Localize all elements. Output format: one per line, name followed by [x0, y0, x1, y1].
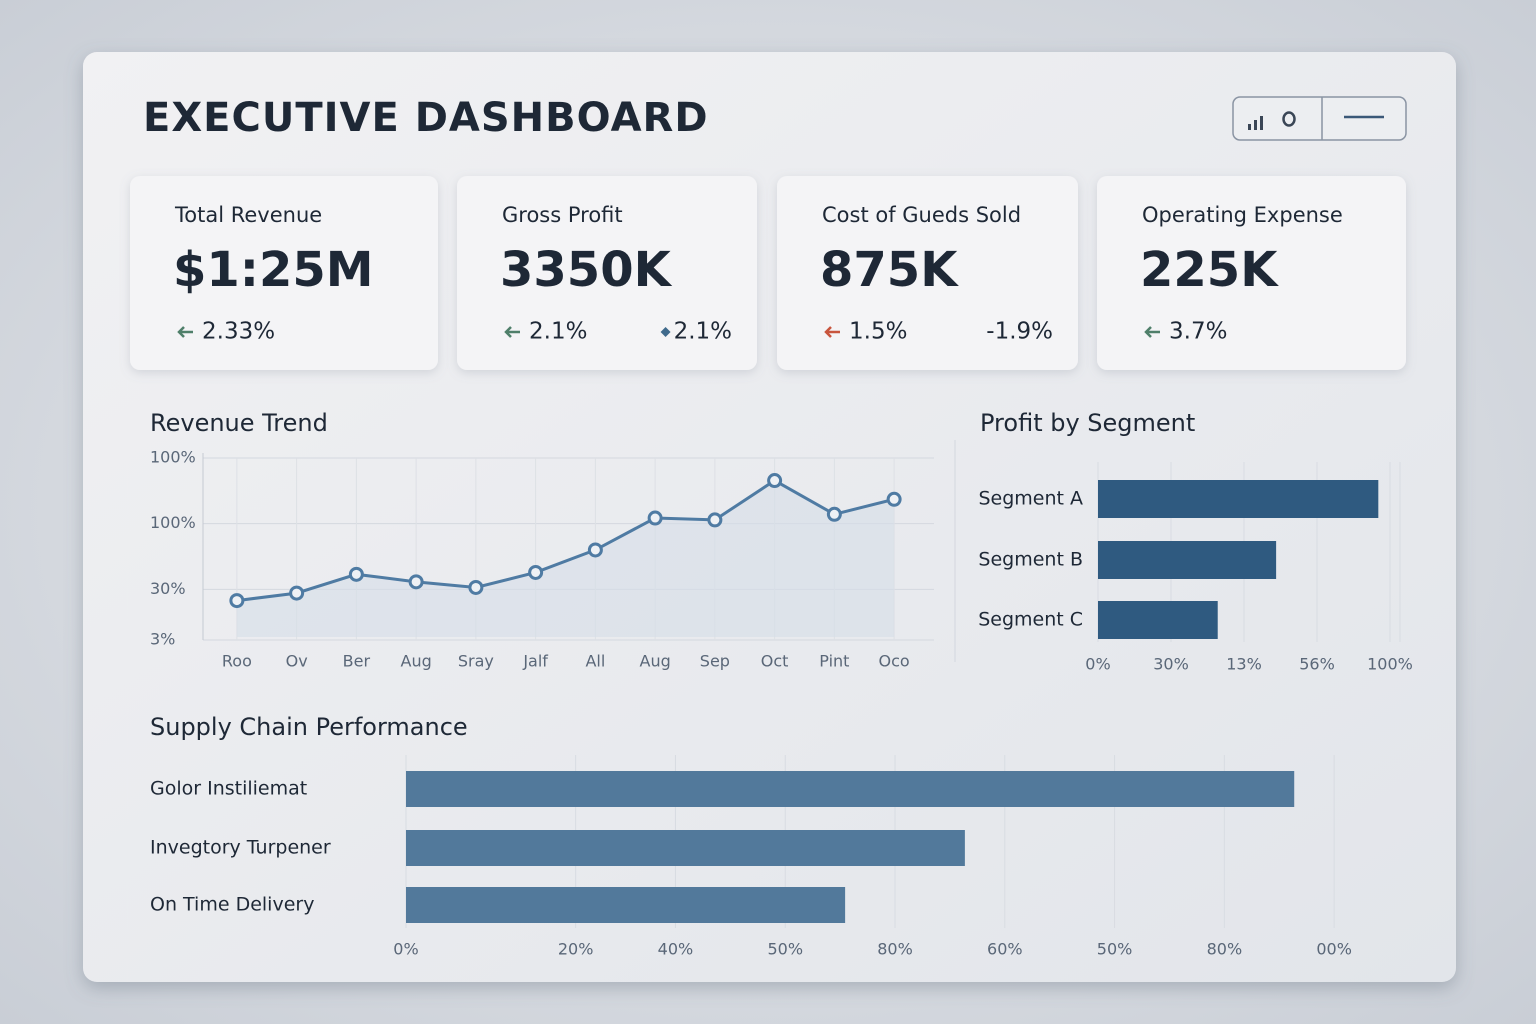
y-tick-label: 30% [150, 579, 186, 598]
x-tick-label: Jalf [522, 652, 548, 671]
x-tick-label: Roo [222, 652, 252, 671]
point [468, 579, 484, 595]
x-tick-label: 80% [1207, 940, 1243, 959]
kpi-card [130, 176, 438, 370]
point [647, 510, 663, 526]
category-label: Invegtory Turpener [150, 837, 331, 859]
x-tick-label: Aug [640, 652, 671, 671]
area [236, 480, 895, 637]
point [707, 512, 723, 528]
kpi-change: 2.1% [529, 319, 587, 345]
kpi-label: Gross Profit [502, 203, 623, 227]
bar [1098, 541, 1277, 579]
kpi-change: 2.1% [674, 319, 732, 345]
x-tick-label: All [585, 652, 605, 671]
point [289, 585, 305, 601]
kpi-label: Total Revenue [174, 203, 322, 227]
kpi-value: 225K [1140, 242, 1279, 298]
x-tick-label: 30% [1153, 655, 1189, 674]
kpi-value: 875K [820, 242, 959, 298]
x-tick-label: Sray [458, 652, 494, 671]
x-tick-label: Oco [879, 652, 910, 671]
icon-circle [1282, 111, 1296, 127]
x-tick-label: Aug [401, 652, 432, 671]
category-label: Segment A [978, 488, 1083, 510]
toolbar[interactable] [1232, 96, 1407, 141]
kpi-change: 2.33% [202, 319, 275, 345]
x-tick-label: 0% [1085, 655, 1110, 674]
x-tick-label: Pint [819, 652, 849, 671]
x-tick-label: 60% [987, 940, 1023, 959]
point [767, 473, 783, 489]
bar [406, 887, 846, 923]
kpi-diamond [660, 327, 671, 337]
kpi-change: 3.7% [1169, 319, 1227, 345]
chart-title: Supply Chain Performance [150, 713, 468, 741]
chart-title: Revenue Trend [150, 409, 328, 437]
kpi-arrow [504, 326, 520, 338]
kpi-card [1097, 176, 1406, 370]
bar [406, 771, 1295, 807]
kpi-label: Operating Expense [1142, 203, 1343, 227]
icon-bar [1254, 120, 1257, 130]
kpi-arrow [1144, 326, 1160, 338]
x-tick-label: 50% [1097, 940, 1133, 959]
kpi-label: Cost of Gueds Sold [822, 203, 1021, 227]
kpi-card [457, 176, 757, 370]
kpi-value: 3350K [500, 242, 673, 298]
chart-title: Profit by Segment [980, 409, 1195, 437]
x-tick-label: Ov [286, 652, 308, 671]
category-label: Golor Instiliemat [150, 778, 307, 800]
point [886, 491, 902, 507]
point [826, 506, 842, 522]
bar [1098, 480, 1379, 518]
point [408, 574, 424, 590]
icon-bar [1260, 116, 1263, 130]
kpi-arrow [177, 326, 193, 338]
category-label: Segment C [978, 609, 1083, 631]
x-tick-label: 0% [393, 940, 418, 959]
category-label: Segment B [978, 549, 1083, 571]
bar [406, 830, 965, 866]
y-tick-label: 100% [150, 513, 196, 532]
x-tick-label: 100% [1367, 655, 1413, 674]
icon-bar [1248, 124, 1251, 130]
x-tick-label: 13% [1226, 655, 1262, 674]
x-tick-label: 50% [767, 940, 803, 959]
bar [1098, 601, 1218, 639]
kpi-arrow [824, 326, 840, 338]
point [528, 564, 544, 580]
point [348, 566, 364, 582]
y-tick-label: 3% [150, 630, 175, 649]
dashboard-title: EXECUTIVE DASHBOARD [143, 95, 709, 141]
x-tick-label: 56% [1299, 655, 1335, 674]
kpi-value: $1:25M [173, 242, 374, 298]
x-tick-label: Sep [700, 652, 730, 671]
x-tick-label: 00% [1316, 940, 1352, 959]
category-label: On Time Delivery [150, 894, 314, 916]
kpi-change: 1.5% [849, 319, 907, 345]
y-tick-label: 100% [150, 448, 196, 467]
x-tick-label: Oct [761, 652, 789, 671]
point [587, 542, 603, 558]
point [229, 593, 245, 609]
kpi-card [777, 176, 1078, 370]
x-tick-label: Ber [343, 652, 371, 671]
x-tick-label: 20% [558, 940, 594, 959]
x-tick-label: 80% [877, 940, 913, 959]
x-tick-label: 40% [658, 940, 694, 959]
line [236, 478, 895, 603]
toolbar-frame[interactable] [1232, 96, 1407, 141]
kpi-change: -1.9% [986, 319, 1053, 345]
